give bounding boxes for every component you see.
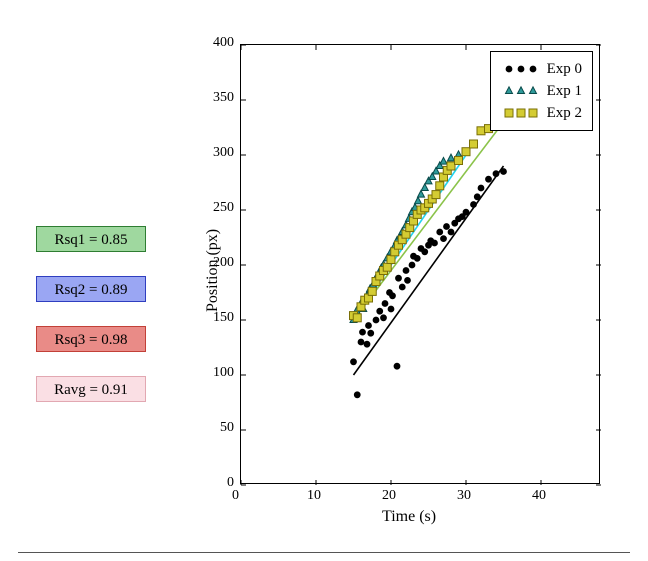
y-axis-label: Position (px): [204, 229, 222, 312]
x-tick-label: 40: [532, 488, 546, 504]
x-axis-label: Time (s): [382, 508, 436, 526]
legend-marker-exp2: [499, 106, 539, 120]
legend-marker-exp1: [499, 84, 539, 98]
rsq2-badge: Rsq2 = 0.89: [36, 276, 146, 302]
x-tick-label: 10: [307, 488, 321, 504]
legend-marker-exp0: [499, 62, 539, 76]
legend-item-exp0: Exp 0: [499, 58, 582, 80]
y-tick-label: 50: [220, 420, 234, 436]
ravg-badge: Ravg = 0.91: [36, 376, 146, 402]
y-tick-label: 150: [213, 310, 234, 326]
scatter-plot: Exp 0 Exp 1 Exp 2: [240, 44, 600, 484]
legend-item-exp2: Exp 2: [499, 102, 582, 124]
legend-label: Exp 0: [547, 61, 582, 78]
legend: Exp 0 Exp 1 Exp 2: [490, 51, 593, 131]
rsq1-badge: Rsq1 = 0.85: [36, 226, 146, 252]
legend-item-exp1: Exp 1: [499, 80, 582, 102]
footer-divider: [18, 552, 630, 553]
rsq3-badge: Rsq3 = 0.98: [36, 326, 146, 352]
legend-label: Exp 2: [547, 105, 582, 122]
legend-label: Exp 1: [547, 83, 582, 100]
y-tick-label: 100: [213, 365, 234, 381]
y-tick-label: 300: [213, 145, 234, 161]
x-tick-label: 20: [382, 488, 396, 504]
y-tick-label: 0: [227, 475, 234, 491]
y-tick-label: 250: [213, 200, 234, 216]
y-tick-label: 400: [213, 35, 234, 51]
x-tick-label: 30: [457, 488, 471, 504]
y-tick-label: 350: [213, 90, 234, 106]
